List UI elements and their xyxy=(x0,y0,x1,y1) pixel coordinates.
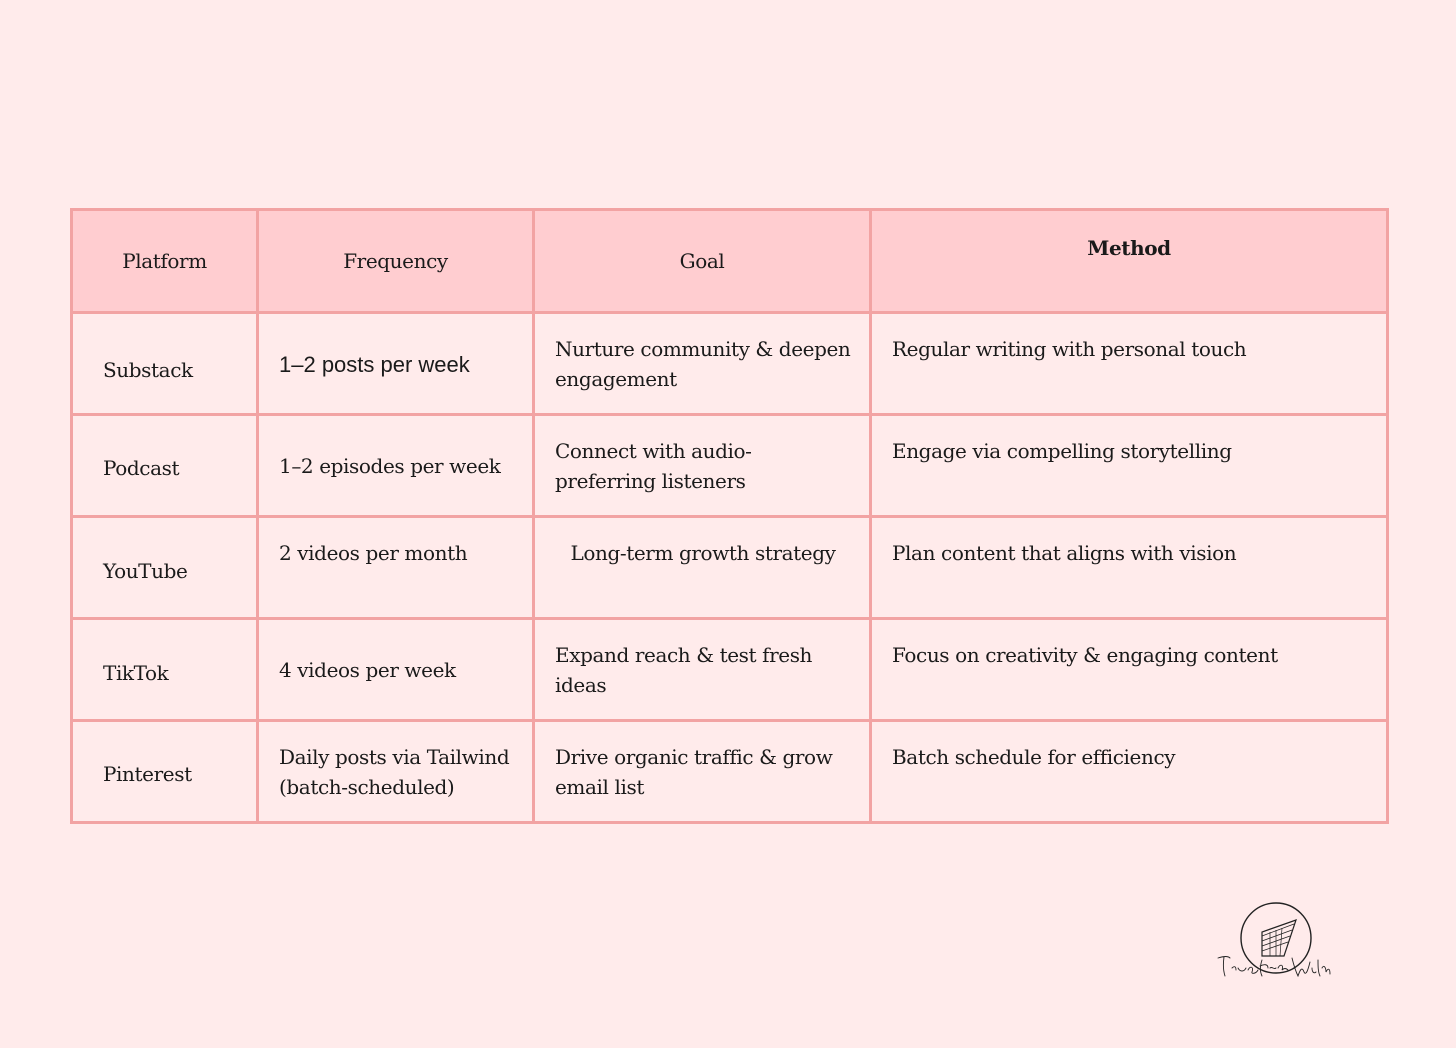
header-method-label: Method xyxy=(1087,236,1171,260)
frequency-text: 2 videos per month xyxy=(279,541,468,565)
platform-name: YouTube xyxy=(103,559,188,583)
cell-goal: Drive organic traffic & grow email list xyxy=(532,719,872,824)
table-header-row: Platform Frequency Goal Method xyxy=(70,208,1389,314)
method-text: Plan content that aligns with vision xyxy=(892,541,1237,565)
platform-name: TikTok xyxy=(103,661,169,685)
goal-text: Long-term growth strategy xyxy=(570,541,836,565)
cell-platform: Podcast xyxy=(70,413,259,518)
method-text: Engage via compelling storytelling xyxy=(892,439,1232,463)
cell-method: Engage via compelling storytelling xyxy=(869,413,1389,518)
frequency-text: 4 videos per week xyxy=(279,658,456,682)
content-schedule-table: Platform Frequency Goal Method Substack … xyxy=(70,208,1389,824)
method-text: Focus on creativity & engaging content xyxy=(892,643,1278,667)
table-row: TikTok 4 videos per week Expand reach & … xyxy=(70,617,1389,722)
goal-text: Expand reach & test fresh ideas xyxy=(555,643,813,697)
cell-goal: Nurture community & deepen engagement xyxy=(532,311,872,416)
platform-name: Pinterest xyxy=(103,762,192,786)
brand-logo: True from Within xyxy=(1214,902,1334,986)
method-text: Batch schedule for efficiency xyxy=(892,745,1176,769)
table-row: Substack 1–2 posts per week Nurture comm… xyxy=(70,311,1389,416)
method-text: Regular writing with personal touch xyxy=(892,337,1247,361)
platform-name: Podcast xyxy=(103,456,180,480)
cell-method: Plan content that aligns with vision xyxy=(869,515,1389,620)
frequency-text: 1–2 episodes per week xyxy=(279,454,501,478)
cell-method: Regular writing with personal touch xyxy=(869,311,1389,416)
platform-name: Substack xyxy=(103,358,193,382)
cell-method: Batch schedule for efficiency xyxy=(869,719,1389,824)
frequency-text: Daily posts via Tailwind (batch-schedule… xyxy=(279,745,510,799)
cell-frequency: Daily posts via Tailwind (batch-schedule… xyxy=(256,719,535,824)
cell-platform: Pinterest xyxy=(70,719,259,824)
cell-frequency: 1–2 episodes per week xyxy=(256,413,535,518)
header-method: Method xyxy=(869,208,1389,314)
table-row: Pinterest Daily posts via Tailwind (batc… xyxy=(70,719,1389,824)
header-goal: Goal xyxy=(532,208,872,314)
header-goal-label: Goal xyxy=(679,249,725,273)
cell-frequency: 4 videos per week xyxy=(256,617,535,722)
cell-goal: Connect with audio-preferring listeners xyxy=(532,413,872,518)
cell-platform: YouTube xyxy=(70,515,259,620)
goal-text: Connect with audio-preferring listeners xyxy=(555,439,752,493)
cell-goal: Expand reach & test fresh ideas xyxy=(532,617,872,722)
true-from-within-logo-icon xyxy=(1217,902,1331,978)
header-frequency-label: Frequency xyxy=(343,249,448,273)
header-platform-label: Platform xyxy=(122,249,207,273)
cell-goal: Long-term growth strategy xyxy=(532,515,872,620)
header-frequency: Frequency xyxy=(256,208,535,314)
goal-text: Nurture community & deepen engagement xyxy=(555,337,851,391)
header-platform: Platform xyxy=(70,208,259,314)
logo-text: True from Within xyxy=(1334,902,1335,903)
frequency-text: 1–2 posts per week xyxy=(279,352,470,377)
table-row: Podcast 1–2 episodes per week Connect wi… xyxy=(70,413,1389,518)
goal-text: Drive organic traffic & grow email list xyxy=(555,745,833,799)
cell-platform: TikTok xyxy=(70,617,259,722)
cell-method: Focus on creativity & engaging content xyxy=(869,617,1389,722)
cell-frequency: 2 videos per month xyxy=(256,515,535,620)
table-row: YouTube 2 videos per month Long-term gro… xyxy=(70,515,1389,620)
cell-frequency: 1–2 posts per week xyxy=(256,311,535,416)
cell-platform: Substack xyxy=(70,311,259,416)
